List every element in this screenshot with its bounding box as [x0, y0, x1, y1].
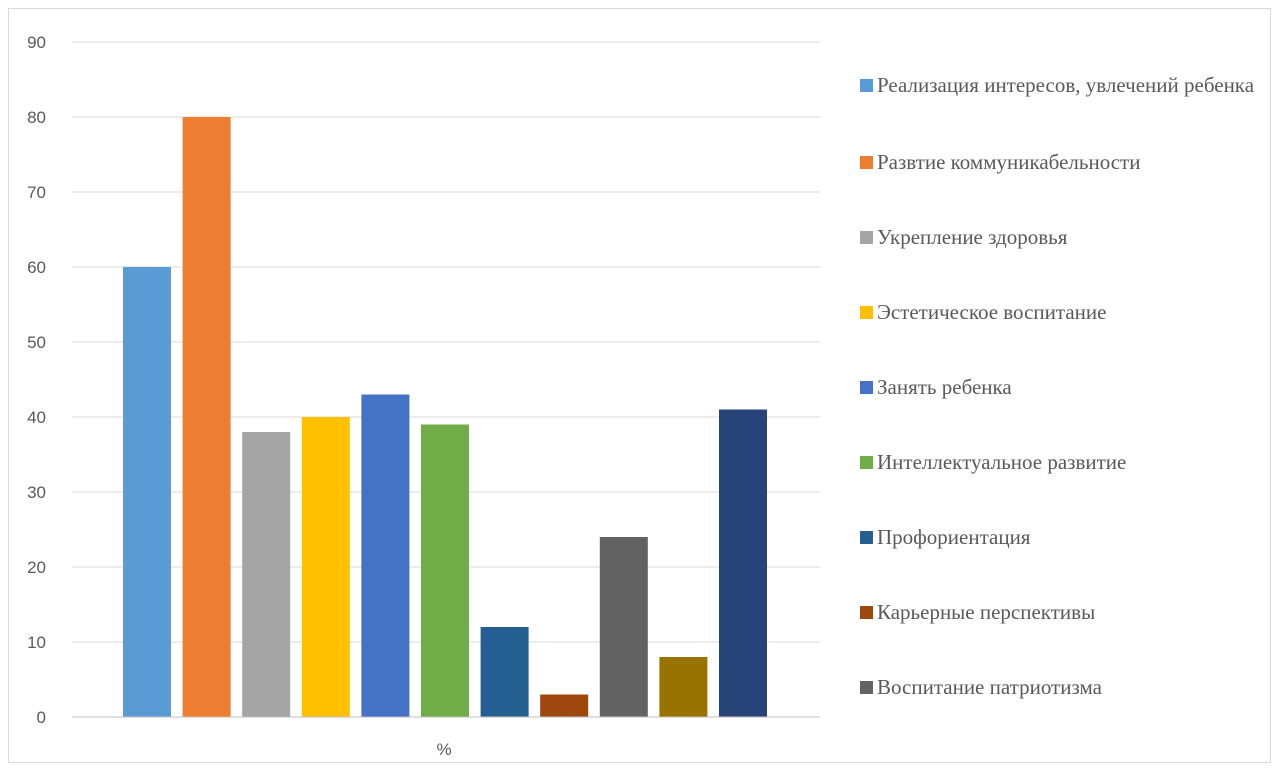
legend-swatch: [860, 456, 873, 469]
bar: [719, 409, 767, 717]
y-tick-label: 60: [27, 258, 46, 277]
legend-label: Карьерные перспективы: [877, 600, 1096, 624]
bar: [123, 267, 171, 717]
y-tick-label: 40: [27, 408, 46, 427]
legend-swatch: [860, 231, 873, 244]
legend-swatch: [860, 606, 873, 619]
legend-label: Воспитание патриотизма: [877, 675, 1102, 699]
bar: [659, 657, 708, 717]
bars: [123, 117, 767, 717]
legend-item: Карьерные перспективы: [860, 597, 1270, 627]
bar: [182, 117, 231, 717]
y-tick-label: 80: [27, 108, 46, 127]
legend-swatch: [860, 531, 873, 544]
legend-item: Воспитание патриотизма: [860, 672, 1270, 702]
bar: [242, 432, 291, 717]
legend-swatch: [860, 79, 873, 92]
bar: [301, 417, 350, 717]
legend-item: Реализация интересов, увлечений ребенка: [860, 70, 1270, 100]
legend-label: Занять ребенка: [877, 375, 1012, 399]
x-category-label: %: [436, 740, 451, 759]
legend-item: Интеллектуальное развитие: [860, 447, 1270, 477]
y-tick-label: 50: [27, 333, 46, 352]
legend-swatch: [860, 156, 873, 169]
legend-label: Реализация интересов, увлечений ребенка: [877, 73, 1255, 97]
bar: [361, 394, 410, 717]
legend-label: Эстетическое воспитание: [877, 300, 1107, 324]
legend-item: Занять ребенка: [860, 372, 1270, 402]
legend-swatch: [860, 381, 873, 394]
legend-swatch: [860, 306, 873, 319]
y-tick-label: 10: [27, 633, 46, 652]
bar: [480, 627, 529, 717]
bar: [421, 424, 469, 717]
legend-swatch: [860, 681, 873, 694]
y-tick-label: 90: [27, 33, 46, 52]
legend-item: Укрепление здоровья: [860, 222, 1270, 252]
legend-label: Профориентация: [877, 525, 1031, 549]
y-tick-label: 70: [27, 183, 46, 202]
legend-item: Эстетическое воспитание: [860, 297, 1270, 327]
legend-label: Развтие коммуникабельности: [877, 150, 1141, 174]
y-tick-label: 30: [27, 483, 46, 502]
y-axis-ticks: 0 10 20 30 40 50 60 70 80 90: [27, 33, 46, 727]
legend-item: Развтие коммуникабельности: [860, 147, 1270, 177]
bar: [540, 694, 589, 717]
y-tick-label: 0: [37, 708, 46, 727]
bar: [599, 537, 648, 717]
legend-label: Укрепление здоровья: [877, 225, 1068, 249]
legend-item: Профориентация: [860, 522, 1270, 552]
y-tick-label: 20: [27, 558, 46, 577]
legend-label: Интеллектуальное развитие: [877, 450, 1127, 474]
